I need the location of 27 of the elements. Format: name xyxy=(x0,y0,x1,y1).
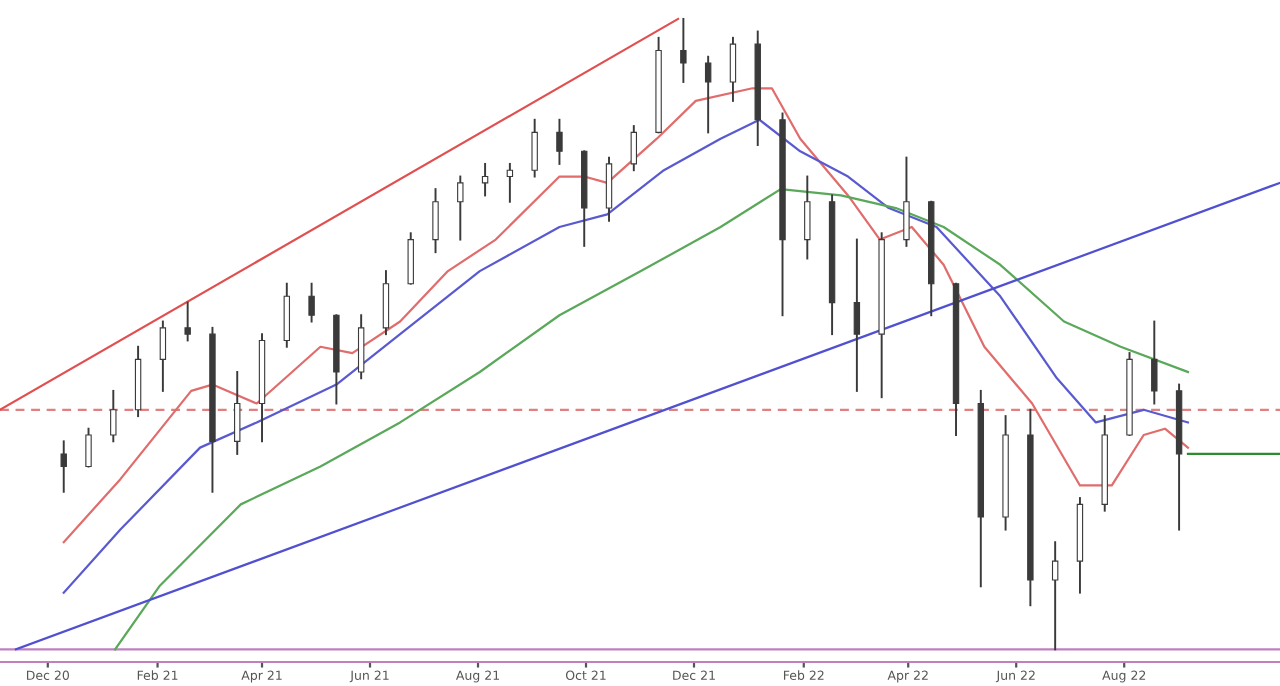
candlestick xyxy=(556,118,563,165)
candlestick xyxy=(60,440,67,493)
candlestick xyxy=(184,301,191,342)
candlestick xyxy=(1151,320,1158,405)
candlestick xyxy=(630,125,638,172)
candlestick xyxy=(1051,541,1059,651)
candlestick xyxy=(680,17,687,83)
candlestick xyxy=(903,156,910,247)
candlestick xyxy=(407,232,414,285)
candlestick xyxy=(704,55,712,134)
candlestick xyxy=(308,282,315,323)
candlestick xyxy=(159,320,167,392)
candlestick xyxy=(506,162,514,203)
candlestick xyxy=(85,427,92,468)
candlestick xyxy=(432,188,439,254)
candlestick xyxy=(531,118,538,178)
candlestick xyxy=(234,371,241,455)
candlestick xyxy=(481,162,489,197)
candlestick xyxy=(457,175,464,241)
candlestick xyxy=(729,36,737,102)
candlestick xyxy=(804,175,811,260)
candlestick xyxy=(357,314,365,380)
candlestick xyxy=(382,270,390,336)
candlestick xyxy=(605,156,613,222)
candlestick xyxy=(283,282,291,348)
candlestick xyxy=(853,238,861,392)
candlestick xyxy=(110,389,117,443)
